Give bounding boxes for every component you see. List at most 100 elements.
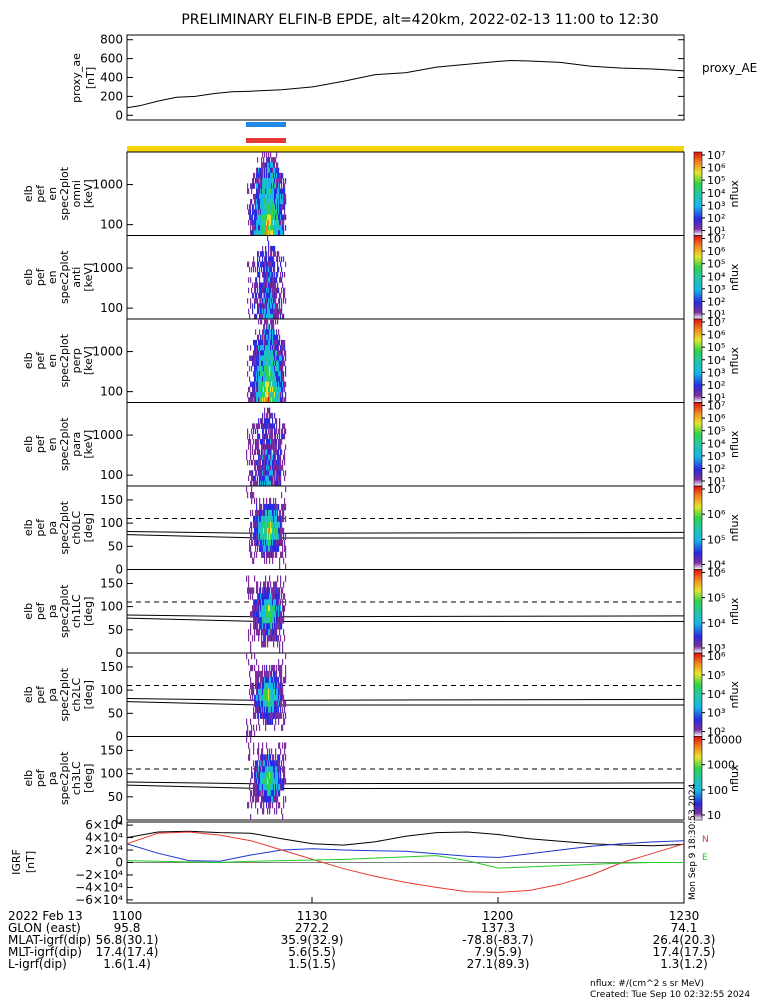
spec-cell	[277, 503, 279, 511]
spec-cell	[257, 345, 259, 351]
spec-cell	[250, 355, 252, 361]
spec-cell	[266, 230, 268, 236]
spec-cell	[273, 521, 275, 529]
spec-cell	[282, 339, 284, 346]
spec-cell	[263, 428, 265, 435]
spec-cell	[271, 298, 273, 304]
spec-cell	[270, 392, 272, 398]
spec-cell	[252, 449, 254, 455]
spec-cell	[263, 376, 265, 382]
spec-cell	[277, 623, 279, 630]
x-row-label: MLT-igrf(dip)	[8, 945, 82, 959]
spec-cell	[279, 444, 281, 450]
igrf-ytick-label: −2×10⁴	[75, 868, 123, 882]
spec-cell	[263, 366, 265, 372]
spec-cell	[257, 599, 259, 606]
spec-cell	[281, 214, 283, 221]
spec-cell	[271, 412, 273, 419]
spec-cell	[261, 754, 263, 761]
spec-cell	[285, 551, 287, 558]
spec-cell	[254, 515, 256, 523]
spec-cell	[277, 162, 279, 168]
spec-cell	[281, 183, 283, 189]
spec-cell	[265, 635, 267, 642]
spec-cell	[274, 225, 276, 231]
spec-cell	[257, 272, 259, 278]
spec-cell	[270, 766, 272, 773]
spec-cell	[257, 515, 259, 523]
spec-cell	[269, 790, 271, 797]
spec-cell	[270, 303, 272, 309]
spec-cell	[271, 605, 273, 612]
spec-cell	[250, 509, 252, 517]
spec-cell	[258, 376, 260, 382]
spec-cell	[267, 682, 269, 690]
spec-cell	[283, 629, 285, 636]
spec-cell	[264, 292, 266, 299]
spec-cell	[267, 345, 269, 351]
spec-cell	[265, 790, 267, 797]
spec-cell	[263, 449, 265, 455]
spec-cell	[283, 360, 285, 367]
spec-cell	[255, 219, 257, 226]
spec-cell	[265, 345, 267, 351]
spec-cell	[268, 533, 270, 540]
spec-cell	[277, 611, 279, 618]
spec-cell	[254, 766, 256, 773]
spec-cell	[277, 204, 279, 210]
spec-label-line: para	[70, 432, 83, 457]
spec-cell	[280, 172, 282, 179]
spec-cell	[252, 392, 254, 398]
spec-cell	[280, 623, 282, 630]
spec-cell	[264, 167, 266, 174]
spec-cell	[262, 428, 264, 435]
spec-cell	[254, 575, 256, 582]
spec-cell	[264, 355, 266, 361]
spec-cell	[278, 742, 280, 749]
spec-cell	[271, 545, 273, 552]
spec-cell	[266, 480, 268, 487]
spec-cell	[273, 209, 275, 215]
spec-cell	[272, 204, 274, 210]
spec-cell	[279, 360, 281, 367]
spec-cell	[272, 766, 274, 773]
spec-cell	[275, 503, 277, 511]
spec-cell	[262, 230, 264, 236]
spec-cell	[272, 718, 274, 725]
spec-cell	[279, 617, 281, 624]
spec-cell	[249, 545, 251, 552]
spec-cell	[277, 376, 279, 382]
spec-cell	[263, 204, 265, 210]
spec-cell	[268, 465, 270, 471]
spec-cell	[270, 272, 272, 278]
spec-cell	[256, 381, 258, 388]
spec-cell	[279, 334, 281, 341]
colorbar-tick-label: 10⁵	[707, 669, 725, 682]
spec-cell	[259, 172, 261, 179]
spec-cell	[271, 266, 273, 273]
spec-cell	[264, 371, 266, 377]
spec-cell	[265, 371, 267, 377]
spec-cell	[270, 329, 272, 335]
spec-cell	[262, 593, 264, 600]
spec-cell	[261, 605, 263, 612]
x-row-value: 35.9(32.9)	[281, 933, 344, 947]
spec-cell	[272, 515, 274, 523]
interval-bar-blue	[246, 122, 286, 127]
spec-cell	[279, 664, 281, 672]
spec-cell	[275, 386, 277, 393]
spec-cell	[283, 355, 285, 361]
spec-ytick-label: 100	[100, 218, 123, 232]
spec-cell	[283, 718, 285, 725]
spec-cell	[275, 292, 277, 299]
spec-cell	[269, 796, 271, 803]
spec-cell	[269, 459, 271, 466]
spec-cell	[249, 433, 251, 440]
spec-cell	[278, 623, 280, 630]
spec-cell	[261, 251, 263, 257]
spec-cell	[264, 527, 266, 535]
spec-cell	[276, 334, 278, 341]
spec-cell	[267, 209, 269, 215]
spec-cell	[262, 688, 264, 696]
spec-cell	[278, 706, 280, 713]
